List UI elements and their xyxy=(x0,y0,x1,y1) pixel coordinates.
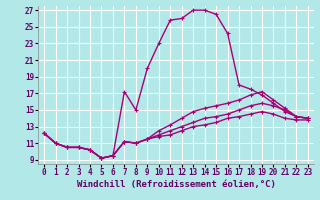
X-axis label: Windchill (Refroidissement éolien,°C): Windchill (Refroidissement éolien,°C) xyxy=(76,180,276,189)
